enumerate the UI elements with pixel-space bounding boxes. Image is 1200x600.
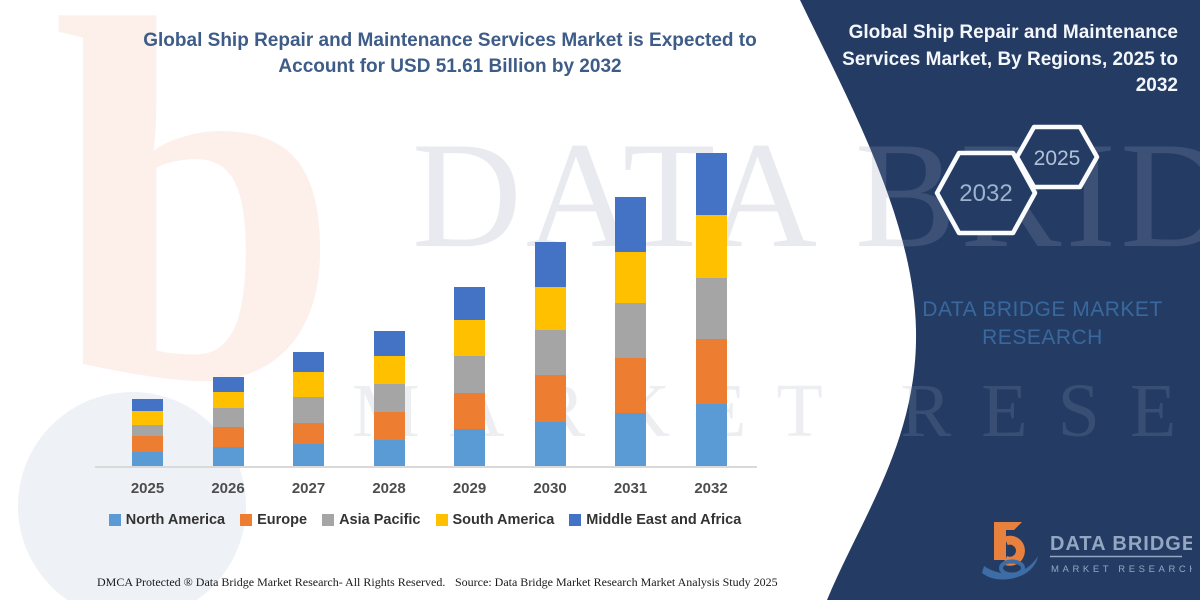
x-axis-label-2031: 2031 [613, 480, 648, 497]
bar-segment-2025-middle-east-and-africa [132, 399, 163, 412]
bar-segment-2030-middle-east-and-africa [534, 241, 566, 288]
bar-segment-2030-south-america [534, 287, 566, 330]
chart-title: Global Ship Repair and Maintenance Servi… [90, 28, 810, 80]
legend-item-europe: Europe [240, 512, 307, 528]
legend-swatch-icon [240, 514, 253, 526]
bar-segment-2025-north-america [132, 452, 163, 466]
logo-sub-text: MARKET RESEARCH [1051, 564, 1192, 575]
bar-segment-2031-middle-east-and-africa [615, 197, 646, 252]
bar-segment-2032-middle-east-and-africa [695, 152, 727, 216]
legend-item-south-america: South America [435, 512, 555, 528]
bar-segment-2026-europe [212, 426, 244, 447]
panel-title: Global Ship Repair and Maintenance Servi… [842, 22, 1178, 96]
footer-dmca-text: DMCA Protected ® Data Bridge Market Rese… [97, 575, 446, 589]
bar-segment-2026-middle-east-and-africa [212, 376, 244, 393]
bar-segment-2028-europe [373, 412, 405, 440]
legend-label: Asia Pacific [339, 512, 421, 528]
bar-segment-2031-north-america [615, 412, 646, 466]
bar-segment-2032-europe [695, 339, 727, 405]
stacked-bar-2032 [695, 152, 727, 466]
bar-segment-2026-south-america [212, 392, 244, 408]
x-axis-label-2028: 2028 [372, 480, 406, 497]
x-axis-label-2030: 2030 [533, 480, 567, 497]
x-axis-line [95, 466, 757, 468]
x-axis-label-2032: 2032 [694, 480, 728, 497]
stacked-bar-2028 [373, 330, 405, 466]
stacked-bar-2030 [534, 241, 566, 466]
hexagon-2032-label: 2032 [959, 180, 1012, 207]
bar-segment-2027-europe [293, 422, 324, 445]
bar-segment-2029-asia-pacific [454, 356, 485, 394]
legend-label: North America [125, 512, 226, 528]
legend-label: South America [452, 512, 555, 528]
legend-swatch-icon [322, 514, 335, 526]
legend-label: Middle East and Africa [586, 512, 742, 528]
bar-segment-2027-south-america [293, 371, 324, 398]
legend-swatch-icon [108, 514, 121, 526]
legend-label: Europe [257, 512, 308, 528]
bar-segment-2025-europe [132, 436, 163, 452]
hexagon-2025-label: 2025 [1034, 147, 1081, 170]
bar-segment-2031-south-america [615, 251, 646, 303]
bar-segment-2027-north-america [293, 444, 324, 466]
x-axis-label-2029: 2029 [452, 480, 487, 497]
stacked-bar-2031 [615, 197, 646, 466]
legend-item-north-america: North America [108, 512, 226, 528]
bar-segment-2029-middle-east-and-africa [454, 287, 485, 320]
bar-segment-2028-middle-east-and-africa [373, 330, 405, 357]
bar-segment-2030-europe [534, 375, 566, 422]
stacked-bar-2025 [132, 399, 163, 466]
chart-title-line2: Account for USD 51.61 Billion by 2032 [278, 56, 622, 77]
stacked-bar-2027 [293, 351, 324, 466]
databridge-logo: DATA BRIDGE MARKET RESEARCH [982, 522, 1192, 580]
x-axis-label-2027: 2027 [291, 480, 326, 497]
footer-source-text: Source: Data Bridge Market Research Mark… [455, 575, 778, 589]
bar-segment-2025-south-america [132, 411, 163, 426]
bar-segment-2031-europe [615, 358, 646, 413]
bar-segment-2031-asia-pacific [615, 302, 646, 359]
x-axis-label-2026: 2026 [211, 480, 245, 497]
bar-segment-2030-asia-pacific [534, 329, 566, 376]
panel-brand-line1: DATA BRIDGE MARKET [922, 298, 1163, 321]
bar-segment-2028-south-america [373, 356, 405, 385]
legend-item-asia-pacific: Asia Pacific [322, 512, 421, 528]
panel-brand-text: DATA BRIDGE MARKET RESEARCH [905, 296, 1180, 352]
bar-segment-2029-europe [454, 393, 485, 429]
bar-segment-2032-asia-pacific [695, 277, 727, 340]
bar-segment-2029-north-america [454, 429, 485, 466]
bar-segment-2027-middle-east-and-africa [293, 351, 324, 372]
hexagon-2025-outline [1014, 124, 1100, 190]
hexagon-2032-outline [934, 150, 1038, 236]
legend-item-middle-east-and-africa: Middle East and Africa [569, 512, 741, 528]
bar-segment-2025-asia-pacific [132, 425, 163, 437]
bar-segment-2026-north-america [212, 446, 244, 466]
logo-brand-text: DATA BRIDGE [1050, 533, 1192, 555]
legend-swatch-icon [569, 514, 582, 526]
chart-legend: North America Europe Asia Pacific South Ame… [85, 512, 765, 528]
year-hexagons: 2032 2025 [934, 124, 1100, 236]
bar-segment-2027-asia-pacific [293, 397, 324, 423]
bar-segment-2030-north-america [534, 421, 566, 466]
stacked-bar-2026 [212, 376, 244, 466]
bar-segment-2026-asia-pacific [212, 407, 244, 427]
legend-swatch-icon [435, 514, 448, 526]
bar-segment-2028-asia-pacific [373, 384, 405, 413]
bar-segment-2032-north-america [695, 404, 727, 466]
x-axis-label-2025: 2025 [130, 480, 165, 497]
chart-title-line1: Global Ship Repair and Maintenance Servi… [143, 30, 757, 51]
stacked-bar-2029 [454, 287, 485, 466]
databridge-logo-b-icon [982, 522, 1038, 580]
bar-segment-2028-north-america [373, 439, 405, 466]
panel-brand-line2: RESEARCH [982, 326, 1103, 349]
bar-segment-2032-south-america [695, 215, 727, 278]
bar-segment-2029-south-america [454, 319, 485, 357]
